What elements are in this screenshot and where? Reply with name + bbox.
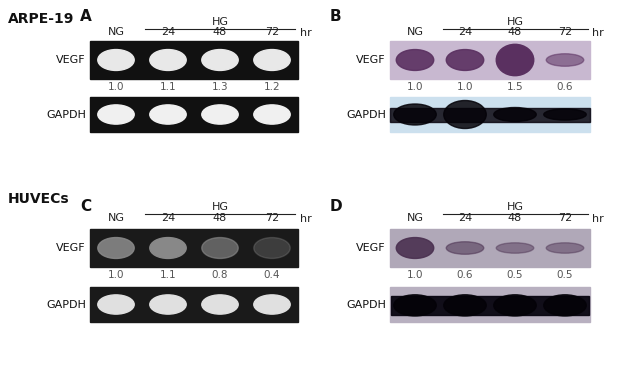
- Text: 48: 48: [213, 213, 227, 223]
- Bar: [90, 229, 298, 267]
- Ellipse shape: [546, 54, 584, 66]
- Text: A: A: [80, 9, 92, 24]
- Bar: [90, 97, 298, 132]
- Text: NG: NG: [407, 27, 424, 37]
- Text: VEGF: VEGF: [57, 55, 86, 65]
- Ellipse shape: [396, 238, 434, 259]
- Bar: [390, 41, 590, 79]
- Ellipse shape: [202, 105, 238, 124]
- Text: 72: 72: [558, 213, 572, 223]
- Text: hr: hr: [592, 214, 604, 224]
- Text: HG: HG: [211, 17, 228, 27]
- Text: 72: 72: [265, 213, 279, 223]
- Ellipse shape: [98, 238, 134, 259]
- Text: NG: NG: [407, 213, 424, 223]
- Text: 1.0: 1.0: [407, 270, 423, 280]
- Bar: [390, 287, 590, 322]
- Ellipse shape: [494, 295, 536, 316]
- Ellipse shape: [544, 109, 587, 120]
- Text: 0.5: 0.5: [507, 270, 523, 280]
- Ellipse shape: [496, 243, 534, 253]
- Text: 24: 24: [161, 213, 175, 223]
- Text: 24: 24: [458, 213, 472, 223]
- Ellipse shape: [394, 295, 436, 316]
- Text: 1.0: 1.0: [108, 82, 124, 92]
- Bar: [390, 108, 590, 122]
- Ellipse shape: [150, 238, 186, 259]
- Bar: [391, 296, 589, 315]
- Text: hr: hr: [300, 214, 312, 224]
- Text: 72: 72: [265, 27, 279, 37]
- Ellipse shape: [202, 295, 238, 314]
- Ellipse shape: [98, 50, 134, 70]
- Ellipse shape: [443, 101, 486, 128]
- Ellipse shape: [150, 50, 186, 70]
- Text: 1.0: 1.0: [407, 82, 423, 92]
- Text: 1.2: 1.2: [264, 82, 281, 92]
- Ellipse shape: [396, 50, 434, 70]
- Text: ARPE-19: ARPE-19: [8, 12, 75, 26]
- Ellipse shape: [150, 295, 186, 314]
- Ellipse shape: [446, 50, 484, 70]
- Text: 1.0: 1.0: [457, 82, 473, 92]
- Text: GAPDH: GAPDH: [346, 300, 386, 310]
- Ellipse shape: [202, 50, 238, 70]
- Text: 0.6: 0.6: [457, 270, 473, 280]
- Text: GAPDH: GAPDH: [46, 300, 86, 310]
- Text: 1.1: 1.1: [160, 82, 176, 92]
- Text: D: D: [330, 199, 343, 214]
- Text: 24: 24: [458, 27, 472, 37]
- Text: 0.4: 0.4: [264, 270, 281, 280]
- Ellipse shape: [496, 45, 534, 76]
- Text: 1.1: 1.1: [160, 270, 176, 280]
- Text: HG: HG: [211, 202, 228, 212]
- Ellipse shape: [98, 295, 134, 314]
- Ellipse shape: [254, 238, 290, 259]
- Ellipse shape: [254, 295, 290, 314]
- Ellipse shape: [254, 50, 290, 70]
- Text: 1.3: 1.3: [211, 82, 228, 92]
- Ellipse shape: [446, 242, 484, 254]
- Text: GAPDH: GAPDH: [46, 110, 86, 120]
- Text: C: C: [80, 199, 91, 214]
- Text: 48: 48: [213, 27, 227, 37]
- Text: VEGF: VEGF: [356, 55, 386, 65]
- Ellipse shape: [443, 295, 486, 316]
- Text: HUVECs: HUVECs: [8, 192, 70, 206]
- Text: 48: 48: [508, 213, 522, 223]
- Ellipse shape: [150, 105, 186, 124]
- Ellipse shape: [546, 243, 584, 253]
- Text: B: B: [330, 9, 341, 24]
- Text: 24: 24: [161, 27, 175, 37]
- Bar: [390, 97, 590, 132]
- Bar: [90, 41, 298, 79]
- Text: NG: NG: [108, 213, 124, 223]
- Text: 1.0: 1.0: [108, 270, 124, 280]
- Text: hr: hr: [300, 28, 312, 38]
- Text: HG: HG: [506, 202, 524, 212]
- Text: HG: HG: [506, 17, 524, 27]
- Ellipse shape: [202, 238, 238, 259]
- Ellipse shape: [494, 108, 536, 122]
- Text: NG: NG: [108, 27, 124, 37]
- Text: 48: 48: [508, 27, 522, 37]
- Ellipse shape: [394, 104, 436, 125]
- Bar: [90, 287, 298, 322]
- Text: 0.5: 0.5: [557, 270, 573, 280]
- Text: 0.6: 0.6: [557, 82, 573, 92]
- Text: 1.5: 1.5: [507, 82, 523, 92]
- Text: VEGF: VEGF: [356, 243, 386, 253]
- Ellipse shape: [98, 105, 134, 124]
- Ellipse shape: [254, 105, 290, 124]
- Text: VEGF: VEGF: [57, 243, 86, 253]
- Bar: [390, 229, 590, 267]
- Text: 0.8: 0.8: [211, 270, 228, 280]
- Ellipse shape: [544, 295, 587, 316]
- Text: 72: 72: [558, 27, 572, 37]
- Text: hr: hr: [592, 28, 604, 38]
- Text: GAPDH: GAPDH: [346, 110, 386, 120]
